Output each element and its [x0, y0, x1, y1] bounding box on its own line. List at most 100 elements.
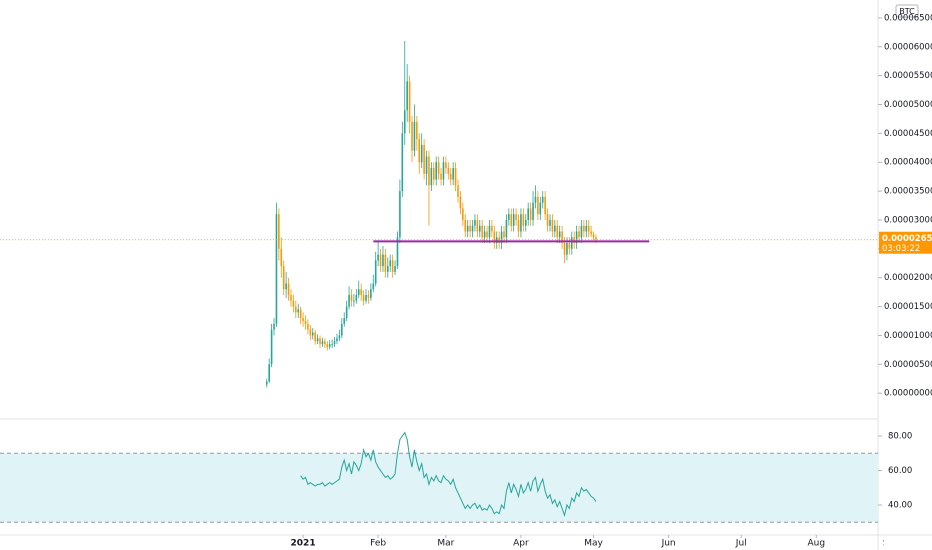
- candle-body: [435, 162, 438, 180]
- last-price-box: [879, 231, 932, 254]
- rsi-band: [0, 453, 878, 523]
- x-tick-label: Aug: [807, 539, 825, 549]
- candle-body: [328, 344, 331, 347]
- currency-badge: [895, 4, 919, 18]
- candle-body: [275, 214, 278, 324]
- candle-body: [357, 289, 360, 296]
- candle-body: [522, 214, 525, 226]
- x-tick-label: Feb: [370, 539, 386, 549]
- y-tick-label: 0.00001000: [884, 331, 932, 341]
- candle-body: [321, 341, 324, 345]
- candle-body: [343, 318, 346, 324]
- candle-body: [338, 335, 341, 339]
- y-tick-label: 0.00003000: [884, 215, 932, 225]
- candle-body: [512, 214, 515, 226]
- candle-body: [575, 231, 578, 244]
- candle-body: [372, 283, 375, 290]
- y-tick-label: 0.00003500: [884, 187, 932, 197]
- candle-body: [505, 219, 508, 238]
- candle-body: [391, 260, 394, 272]
- candle-body: [379, 254, 382, 267]
- candle-body: [539, 202, 542, 215]
- candle-body: [595, 237, 597, 240]
- candle-body: [420, 144, 423, 163]
- candle-body: [408, 81, 411, 122]
- y-tick-label: 0.00004000: [884, 158, 932, 168]
- rsi-y-tick-label: 40.00: [888, 501, 912, 511]
- plot: [0, 40, 878, 523]
- candle-body: [365, 295, 367, 301]
- candle-body: [326, 344, 329, 347]
- candle-body: [491, 225, 493, 232]
- candle-body: [324, 341, 326, 345]
- rsi-line: [300, 431, 597, 518]
- x-tick-label: Jul: [735, 539, 747, 549]
- candle-body: [537, 196, 539, 215]
- candle-body: [377, 254, 379, 261]
- x-tick-label: May: [584, 539, 603, 549]
- y-tick-label: 0.00006500: [884, 13, 932, 23]
- candle-body: [428, 156, 430, 186]
- candle-body: [353, 300, 355, 302]
- candle-body: [587, 225, 590, 232]
- candle-body: [399, 191, 401, 238]
- candle-body: [348, 295, 350, 307]
- candle-body: [374, 260, 377, 284]
- y-tick-label: 0.00000000: [884, 389, 932, 399]
- candle-body: [481, 225, 484, 238]
- candle-body: [474, 219, 476, 226]
- candle-body: [471, 225, 474, 232]
- candle-body: [544, 196, 546, 215]
- y-tick-label: 0.00006000: [884, 42, 932, 52]
- candle-body: [578, 231, 580, 238]
- y-tick-label: 0.00000500: [884, 360, 932, 370]
- x-tick-label: Jun: [661, 539, 676, 549]
- x-tick-label: Sep: [883, 539, 900, 549]
- candle-body: [432, 168, 435, 180]
- candle-body: [486, 231, 488, 238]
- candle-body: [498, 237, 500, 244]
- candle-body: [336, 338, 338, 342]
- candle-body: [382, 254, 384, 267]
- x-tick-label: Apr: [513, 539, 529, 549]
- candle-body: [529, 208, 532, 220]
- candle-body: [270, 329, 273, 365]
- candle-body: [394, 266, 396, 272]
- candle-body: [350, 295, 353, 301]
- time-axis: 2021 Feb Mar Apr May Jun Jul Aug Sep: [291, 535, 900, 549]
- candle-body: [295, 306, 297, 313]
- candle-body: [401, 133, 404, 192]
- candle-body: [568, 243, 571, 249]
- candle-body: [278, 214, 280, 249]
- candle-body: [503, 231, 505, 238]
- currency-label: BTC: [899, 7, 915, 16]
- candle-body: [483, 231, 486, 238]
- x-tick-label: 2021: [291, 539, 316, 549]
- candle-body: [314, 332, 316, 342]
- candle-body: [387, 266, 389, 272]
- candle-body: [515, 214, 517, 220]
- candle-body: [452, 168, 454, 180]
- candle-body: [445, 162, 447, 169]
- candle-body: [362, 295, 365, 301]
- candle-body: [534, 196, 537, 203]
- candle-body: [442, 162, 445, 180]
- candle-body: [384, 254, 387, 272]
- candle-body: [583, 225, 585, 232]
- candle-body: [464, 219, 467, 232]
- countdown-label: 03:03:22: [882, 244, 920, 254]
- candle-body: [527, 208, 530, 220]
- candle-body: [280, 248, 283, 267]
- rsi-y-tick-label: 80.00: [888, 432, 912, 442]
- candle-body: [309, 329, 312, 336]
- candle-body: [469, 225, 471, 232]
- candle-body: [508, 214, 510, 220]
- candle-body: [449, 173, 452, 180]
- candle-body: [495, 237, 498, 244]
- last-price-label: 0.00002658: [882, 234, 932, 244]
- candle-body: [573, 237, 575, 244]
- candle-body: [331, 344, 333, 345]
- candle-body: [413, 121, 416, 151]
- candle-body: [411, 121, 413, 151]
- candle-body: [282, 266, 285, 290]
